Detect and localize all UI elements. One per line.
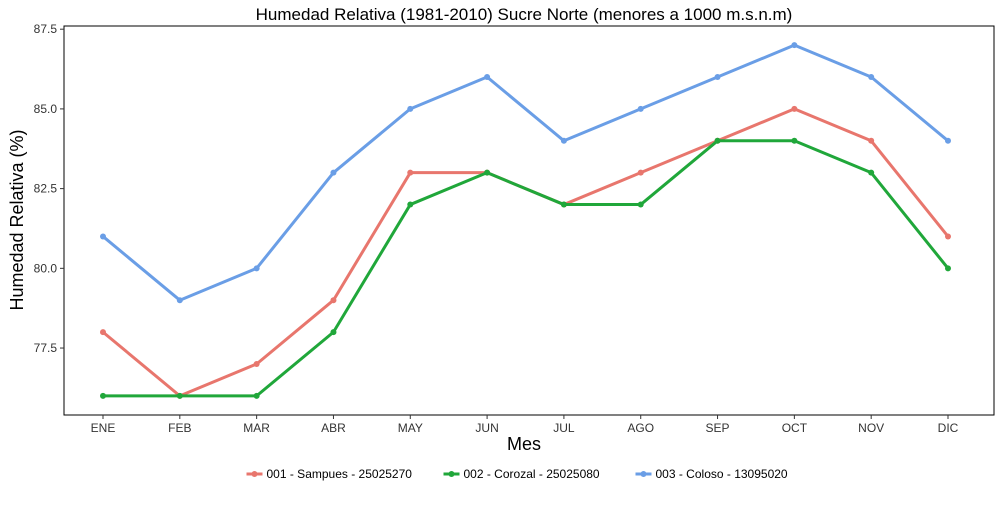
data-point — [407, 169, 414, 176]
legend-key-point — [640, 471, 647, 477]
data-point — [791, 137, 798, 144]
data-point — [253, 360, 260, 367]
data-point — [945, 137, 951, 144]
x-tick-label: ENE — [91, 421, 116, 435]
legend-label: 002 - Corozal - 25025080 — [464, 467, 600, 481]
x-tick-label: SEP — [706, 421, 730, 435]
y-tick-label: 87.5 — [34, 22, 58, 36]
data-point — [176, 392, 183, 399]
data-point — [176, 297, 183, 304]
data-point — [330, 329, 337, 336]
y-tick-label: 85.0 — [34, 102, 58, 116]
data-point — [791, 105, 798, 112]
data-point — [330, 169, 337, 176]
x-tick-label: FEB — [168, 421, 191, 435]
data-point — [253, 392, 260, 399]
x-tick-label: JUN — [475, 421, 498, 435]
data-point — [100, 233, 106, 240]
x-tick-label: DIC — [938, 421, 959, 435]
data-point — [868, 169, 875, 176]
data-point — [637, 201, 644, 208]
series-layer — [100, 42, 951, 399]
data-point — [560, 137, 567, 144]
data-point — [637, 169, 644, 176]
data-point — [100, 392, 106, 399]
y-axis-label: Humedad Relativa (%) — [7, 129, 27, 310]
x-tick-label: MAR — [243, 421, 270, 435]
data-point — [560, 201, 567, 208]
chart-title: Humedad Relativa (1981-2010) Sucre Norte… — [256, 5, 793, 24]
data-point — [868, 74, 875, 81]
data-point — [714, 74, 721, 81]
data-point — [330, 297, 337, 304]
series-line — [101, 139, 950, 398]
data-point — [407, 201, 414, 208]
data-point — [407, 105, 414, 112]
x-tick-label: NOV — [858, 421, 884, 435]
y-tick-label: 80.0 — [34, 261, 58, 275]
data-point — [791, 42, 798, 49]
x-tick-label: OCT — [782, 421, 808, 435]
plot-panel — [63, 25, 995, 416]
data-point — [484, 74, 491, 81]
data-point — [637, 105, 644, 112]
legend-key-point — [251, 471, 258, 477]
y-axis: 77.5 80.0 82.5 85.0 87.5 — [34, 22, 64, 355]
series-line — [101, 43, 950, 302]
legend-label: 003 - Coloso - 13095020 — [656, 467, 788, 481]
x-tick-label: AGO — [627, 421, 654, 435]
legend: 001 - Sampues - 25025270 002 - Corozal - … — [246, 467, 788, 481]
legend-label: 001 - Sampues - 25025270 — [267, 467, 413, 481]
y-tick-label: 77.5 — [34, 341, 58, 355]
data-point — [714, 137, 721, 144]
data-point — [945, 265, 951, 272]
x-axis-label: Mes — [507, 434, 541, 454]
data-point — [945, 233, 951, 240]
x-tick-label: JUL — [553, 421, 575, 435]
y-tick-label: 82.5 — [34, 182, 58, 196]
data-point — [484, 169, 491, 176]
data-point — [868, 137, 875, 144]
x-axis: ENE FEB MAR ABR MAY JUN JUL AGO SEP OCT NOV DIC — [91, 415, 959, 435]
legend-key-point — [448, 471, 455, 477]
data-point — [100, 329, 106, 336]
x-tick-label: ABR — [321, 421, 346, 435]
x-tick-label: MAY — [398, 421, 423, 435]
data-point — [253, 265, 260, 272]
